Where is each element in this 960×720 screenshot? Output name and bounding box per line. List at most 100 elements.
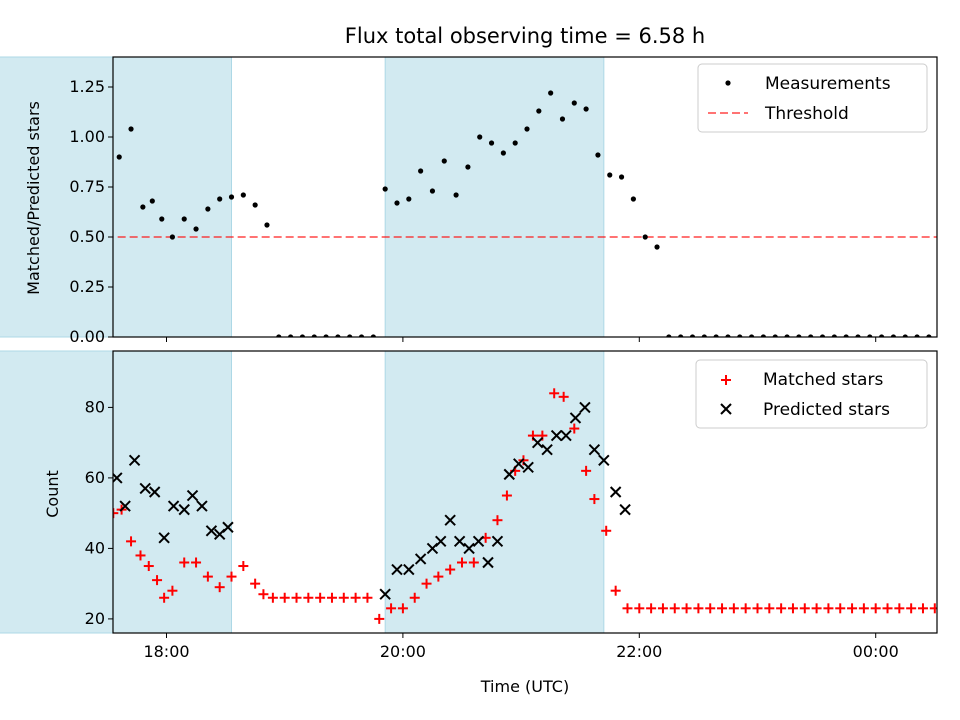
matched-star-point	[799, 603, 810, 614]
predicted-star-stroke-b	[569, 412, 582, 424]
matched-star-point	[549, 388, 560, 399]
legend-predicted-marker-b	[720, 403, 732, 415]
matched-star-point	[917, 603, 928, 614]
predicted-star-point	[148, 486, 161, 498]
predicted-star-point	[453, 535, 466, 548]
predicted-star-stroke-b	[379, 588, 391, 600]
predicted-star-point	[128, 454, 141, 466]
measurement-point	[879, 334, 885, 337]
matched-star-point	[669, 603, 680, 614]
measurement-point	[128, 126, 134, 132]
matched-star-point	[226, 571, 237, 582]
matched-star-point	[764, 603, 775, 614]
measurement-point	[831, 334, 837, 337]
matched-star-point	[191, 557, 202, 568]
matched-star-point	[152, 575, 163, 586]
measurement-point	[595, 152, 601, 158]
matched-star-point	[126, 536, 137, 547]
measurement-point	[217, 196, 223, 202]
predicted-star-stroke-b	[550, 429, 563, 442]
predicted-star-point	[598, 454, 610, 466]
measurement-point	[666, 334, 672, 337]
measurement-point	[335, 334, 341, 337]
measurement-point	[394, 200, 400, 206]
matched-star-point	[752, 603, 763, 614]
predicted-star-point	[588, 443, 601, 456]
matched-star-point	[705, 603, 716, 614]
predicted-star-point	[579, 401, 591, 414]
measurement-point	[808, 334, 814, 337]
measurement-point	[583, 106, 589, 112]
matched-star-point	[601, 525, 612, 536]
top-legend-box	[697, 63, 928, 133]
predicted-star-point	[550, 429, 563, 442]
predicted-stars-points	[113, 401, 631, 600]
predicted-star-stroke-b	[453, 535, 466, 548]
predicted-star-point	[196, 500, 208, 512]
predicted-star-stroke-b	[541, 443, 553, 456]
matched-star-point	[581, 465, 592, 476]
matched-star-point	[870, 603, 881, 614]
measurement-point	[347, 334, 353, 337]
matched-star-point	[693, 603, 704, 614]
predicted-star-point	[541, 443, 553, 456]
measurement-point	[843, 334, 849, 337]
matched-star-point	[167, 585, 178, 596]
predicted-star-point	[119, 500, 131, 512]
matched-star-point	[326, 592, 337, 603]
matched-star-point	[501, 490, 512, 501]
matched-star-point	[858, 603, 869, 614]
predicted-star-stroke-b	[139, 482, 151, 495]
measurement-point	[512, 140, 518, 146]
top-y-tick-label: 0.50	[69, 227, 105, 246]
predicted-star-stroke-b	[444, 514, 456, 526]
matched-star-point	[350, 592, 361, 603]
measurement-point	[524, 126, 530, 132]
measurement-point	[169, 234, 176, 240]
predicted-star-point	[403, 563, 415, 576]
matched-star-point	[468, 557, 479, 568]
predicted-star-point	[444, 514, 456, 526]
measurement-point	[116, 154, 122, 160]
predicted-star-stroke-b	[579, 401, 591, 414]
predicted-star-point	[379, 588, 391, 600]
predicted-star-point	[139, 482, 151, 495]
legend-threshold-label: Threshold	[764, 104, 849, 124]
predicted-star-stroke-b	[167, 500, 180, 512]
bottom-y-tick-label: 20	[85, 609, 105, 628]
predicted-star-point	[472, 535, 485, 548]
measurement-point	[760, 334, 767, 337]
measurement-point	[370, 334, 376, 337]
matched-star-point	[457, 557, 467, 568]
measurement-point	[713, 334, 719, 337]
matched-star-point	[717, 603, 728, 614]
chart-title: Flux total observing time = 6.58 h	[345, 24, 705, 48]
legend-measurements-marker	[725, 80, 731, 86]
matched-star-point	[338, 592, 349, 603]
predicted-star-stroke-b	[522, 461, 534, 474]
predicted-star-stroke-b	[531, 436, 544, 449]
measurement-point	[488, 140, 495, 146]
matched-star-point	[589, 494, 600, 505]
measurement-point	[819, 334, 826, 337]
matched-star-point	[409, 592, 420, 603]
predicted-star-point	[503, 468, 515, 481]
matched-star-point	[894, 603, 905, 614]
predicted-star-stroke-b	[205, 525, 218, 537]
x-tick-label: 20:00	[380, 642, 426, 661]
predicted-star-point	[513, 458, 525, 470]
matched-star-point	[421, 578, 432, 589]
top-y-tick-label: 1.00	[69, 127, 105, 146]
measurement-points	[116, 90, 932, 337]
predicted-star-point	[463, 542, 475, 555]
predicted-star-stroke-b	[391, 563, 403, 576]
x-tick-label: 18:00	[143, 642, 189, 661]
predicted-star-stroke-b	[414, 553, 427, 565]
matched-star-point	[681, 603, 692, 614]
predicted-star-point	[178, 503, 190, 516]
shaded-interval-bottom	[0, 350, 233, 634]
measurement-point	[678, 334, 684, 337]
matched-star-point	[882, 603, 893, 614]
measurement-point	[748, 334, 755, 337]
